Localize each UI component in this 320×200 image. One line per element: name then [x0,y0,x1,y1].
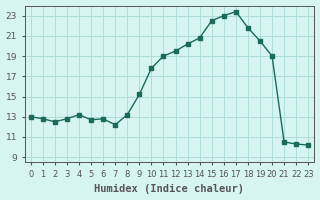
X-axis label: Humidex (Indice chaleur): Humidex (Indice chaleur) [94,184,244,194]
